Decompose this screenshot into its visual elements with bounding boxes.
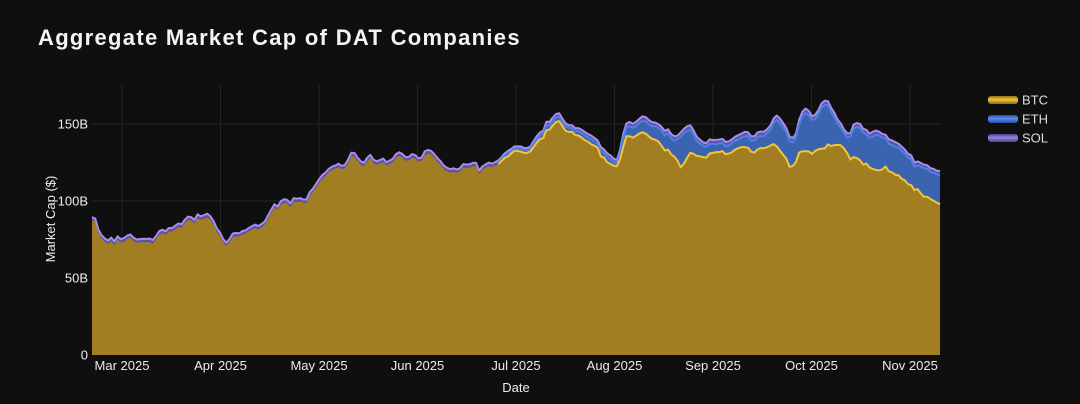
svg-text:BTC: BTC <box>1022 93 1048 108</box>
svg-text:100B: 100B <box>58 194 88 209</box>
svg-text:Nov 2025: Nov 2025 <box>882 358 938 373</box>
svg-text:Jun 2025: Jun 2025 <box>391 358 445 373</box>
svg-text:Mar 2025: Mar 2025 <box>95 358 150 373</box>
svg-text:50B: 50B <box>65 271 88 286</box>
svg-text:Market Cap ($): Market Cap ($) <box>43 176 58 263</box>
svg-text:0: 0 <box>81 348 88 363</box>
svg-text:Aug 2025: Aug 2025 <box>587 358 643 373</box>
svg-text:Jul 2025: Jul 2025 <box>491 358 540 373</box>
svg-text:ETH: ETH <box>1022 112 1048 127</box>
svg-text:Aggregate Market Cap of DAT Co: Aggregate Market Cap of DAT Companies <box>38 25 521 50</box>
svg-text:150B: 150B <box>58 117 88 132</box>
svg-text:Apr 2025: Apr 2025 <box>194 358 247 373</box>
svg-text:Oct 2025: Oct 2025 <box>785 358 838 373</box>
svg-text:Date: Date <box>502 380 529 395</box>
svg-text:May 2025: May 2025 <box>290 358 347 373</box>
svg-text:SOL: SOL <box>1022 131 1048 146</box>
svg-text:Sep 2025: Sep 2025 <box>685 358 741 373</box>
